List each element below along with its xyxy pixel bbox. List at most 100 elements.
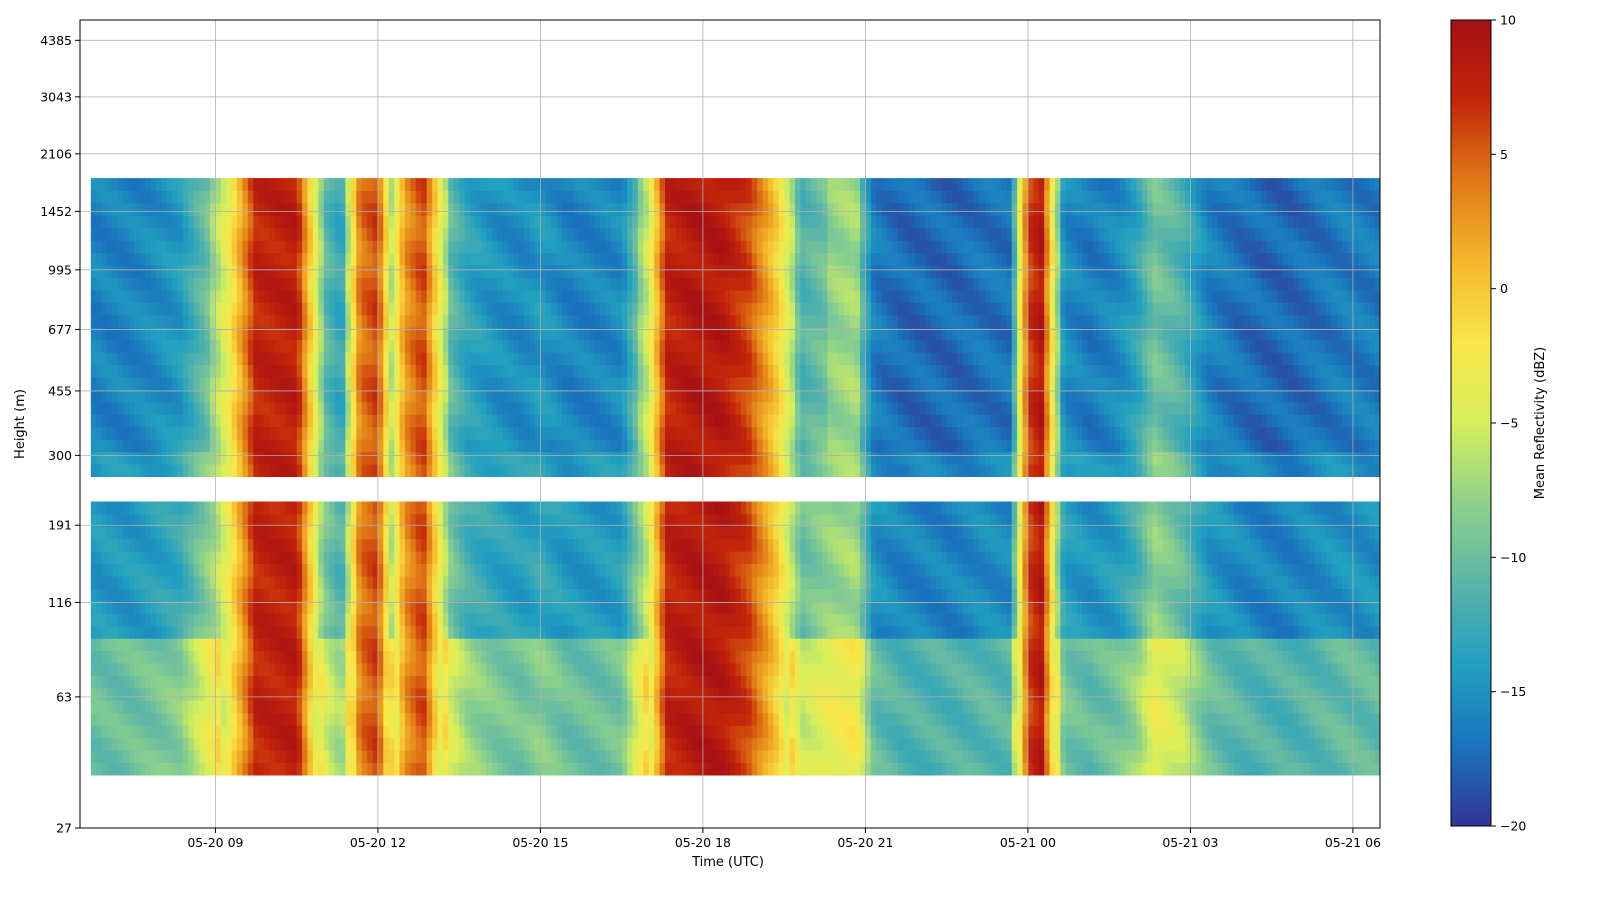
heatmap-cell <box>96 601 103 614</box>
heatmap-cell <box>323 663 330 676</box>
heatmap-cell <box>334 613 341 627</box>
heatmap-cell <box>616 402 623 415</box>
heatmap-cell <box>637 675 644 689</box>
heatmap-cell <box>134 700 140 714</box>
heatmap-cell <box>139 675 146 689</box>
heatmap-cell <box>361 675 368 689</box>
heatmap-cell <box>627 538 633 552</box>
heatmap-cell <box>572 178 579 191</box>
heatmap-cell <box>524 240 530 254</box>
heatmap-cell <box>107 563 113 577</box>
heatmap-cell <box>540 638 547 652</box>
heatmap-cell <box>269 688 276 701</box>
heatmap-cell <box>616 339 623 353</box>
heatmap-cell <box>123 737 130 751</box>
heatmap-cell <box>518 638 525 652</box>
heatmap-cell <box>96 576 103 589</box>
heatmap-cell <box>659 563 666 577</box>
heatmap-cell <box>442 252 449 266</box>
heatmap-cell <box>334 688 341 701</box>
heatmap-cell <box>269 675 276 689</box>
heatmap-cell <box>356 613 363 627</box>
heatmap-cell <box>161 439 168 453</box>
heatmap-cell <box>426 513 433 527</box>
heatmap-cell <box>610 302 617 316</box>
heatmap-cell <box>161 352 168 365</box>
heatmap-cell <box>551 688 558 701</box>
heatmap-cell <box>594 750 601 763</box>
heatmap-cell <box>605 190 612 204</box>
heatmap-cell <box>247 613 254 627</box>
heatmap-cell <box>361 215 368 229</box>
heatmap-cell <box>145 725 151 739</box>
heatmap-cell <box>383 638 390 652</box>
heatmap-cell <box>464 451 471 465</box>
heatmap-cell <box>518 327 525 341</box>
heatmap-cell <box>475 675 482 689</box>
heatmap-cell <box>275 290 281 303</box>
heatmap-cell <box>323 563 330 577</box>
heatmap-cell <box>507 613 514 627</box>
heatmap-cell <box>253 426 260 440</box>
heatmap-cell <box>627 650 633 664</box>
heatmap-cell <box>665 314 671 328</box>
heatmap-cell <box>377 203 384 216</box>
heatmap-cell <box>269 613 276 627</box>
heatmap-cell <box>415 526 422 540</box>
heatmap-cell <box>367 638 373 652</box>
heatmap-cell <box>96 526 103 540</box>
heatmap-cell <box>220 551 227 564</box>
heatmap-cell <box>182 613 189 627</box>
heatmap-cell <box>145 464 151 477</box>
heatmap-cell <box>123 240 130 254</box>
heatmap-cell <box>307 178 314 191</box>
heatmap-cell <box>166 538 173 552</box>
heatmap-cell <box>237 700 243 714</box>
heatmap-cell <box>535 526 541 540</box>
heatmap-cell <box>562 538 568 552</box>
heatmap-cell <box>361 501 368 515</box>
heatmap-cell <box>117 464 124 477</box>
heatmap-cell <box>540 402 547 415</box>
heatmap-cell <box>145 601 151 614</box>
heatmap-cell <box>90 725 97 739</box>
heatmap-cell <box>242 464 249 477</box>
heatmap-cell <box>220 700 227 714</box>
heatmap-cell <box>356 576 363 589</box>
heatmap-cell <box>600 650 606 664</box>
heatmap-cell <box>372 650 379 664</box>
heatmap-cell <box>166 464 173 477</box>
heatmap-cell <box>291 389 298 403</box>
heatmap-cell <box>182 364 189 378</box>
heatmap-cell <box>312 576 319 589</box>
heatmap-cell <box>654 265 660 278</box>
heatmap-cell <box>491 414 498 428</box>
heatmap-cell <box>237 451 243 465</box>
heatmap-cell <box>405 563 411 577</box>
heatmap-cell <box>448 414 455 428</box>
heatmap-cell <box>350 675 357 689</box>
heatmap-cell <box>567 638 574 652</box>
heatmap-cell <box>388 675 395 689</box>
heatmap-cell <box>562 464 568 477</box>
heatmap-cell <box>388 377 395 390</box>
heatmap-cell <box>621 762 628 776</box>
heatmap-cell <box>291 252 298 266</box>
heatmap-cell <box>480 352 487 365</box>
heatmap-cell <box>637 389 644 403</box>
heatmap-cell <box>616 613 623 627</box>
heatmap-cell <box>621 563 628 577</box>
heatmap-cell <box>665 526 671 540</box>
heatmap-cell <box>518 314 525 328</box>
heatmap-cell <box>448 426 455 440</box>
heatmap-cell <box>426 675 433 689</box>
heatmap-cell <box>556 339 563 353</box>
heatmap-cell <box>670 625 677 639</box>
heatmap-cell <box>345 314 352 328</box>
heatmap-cell <box>567 377 574 390</box>
heatmap-cell <box>616 688 623 701</box>
heatmap-cell <box>524 638 530 652</box>
heatmap-cell <box>275 265 281 278</box>
heatmap-cell <box>193 762 200 776</box>
heatmap-cell <box>291 663 298 676</box>
